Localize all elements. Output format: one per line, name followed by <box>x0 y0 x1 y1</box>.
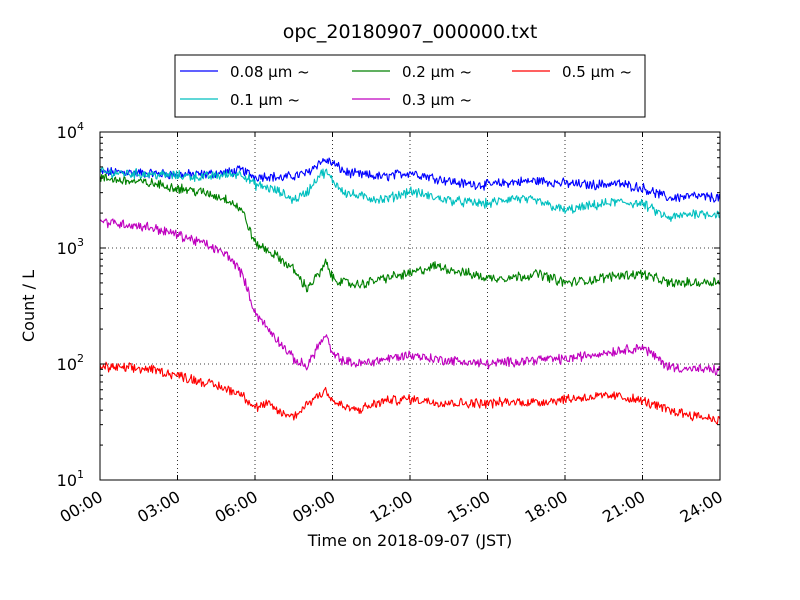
series-line-0 <box>99 157 721 203</box>
x-tick-label: 12:00 <box>367 487 416 527</box>
series-line-1 <box>99 166 721 222</box>
y-tick-label: 102 <box>57 352 84 374</box>
legend-frame <box>174 54 646 118</box>
legend-label-1: 0.1 μm ~ <box>230 91 300 109</box>
y-tick-label: 103 <box>57 236 84 258</box>
x-tick-label: 18:00 <box>522 487 571 527</box>
x-tick-label: 24:00 <box>677 487 726 527</box>
y-tick-label: 101 <box>57 468 84 490</box>
legend-label-3: 0.3 μm ~ <box>402 91 472 109</box>
x-tick-label: 21:00 <box>599 487 648 527</box>
legend-label-2: 0.2 μm ~ <box>402 63 472 81</box>
chart-title: opc_20180907_000000.txt <box>283 21 538 43</box>
x-tick-label: 15:00 <box>444 487 493 527</box>
x-axis: 00:00 03:00 06:00 09:00 12:00 15:00 18:00 21:00… <box>57 132 726 527</box>
series-line-2 <box>99 173 721 293</box>
x-tick-label: 03:00 <box>134 487 183 527</box>
series-line-4 <box>99 361 721 425</box>
legend-label-0: 0.08 μm ~ <box>230 63 310 81</box>
y-tick-label: 104 <box>57 120 84 142</box>
plot-area <box>99 157 721 425</box>
legend: 0.08 μm ~ 0.1 μm ~ 0.2 μm ~ 0.3 μm ~ 0.5 μm … <box>174 54 646 118</box>
legend-label-4: 0.5 μm ~ <box>562 63 632 81</box>
grid-layer <box>100 132 720 480</box>
x-tick-label: 09:00 <box>289 487 338 527</box>
x-tick-label: 06:00 <box>212 487 261 527</box>
x-axis-title: Time on 2018-09-07 (JST) <box>307 531 512 550</box>
x-tick-label: 00:00 <box>57 487 106 527</box>
y-axis: 101 102 103 104 <box>57 120 720 490</box>
y-axis-title: Count / L <box>19 270 38 342</box>
series-line-3 <box>99 218 721 376</box>
